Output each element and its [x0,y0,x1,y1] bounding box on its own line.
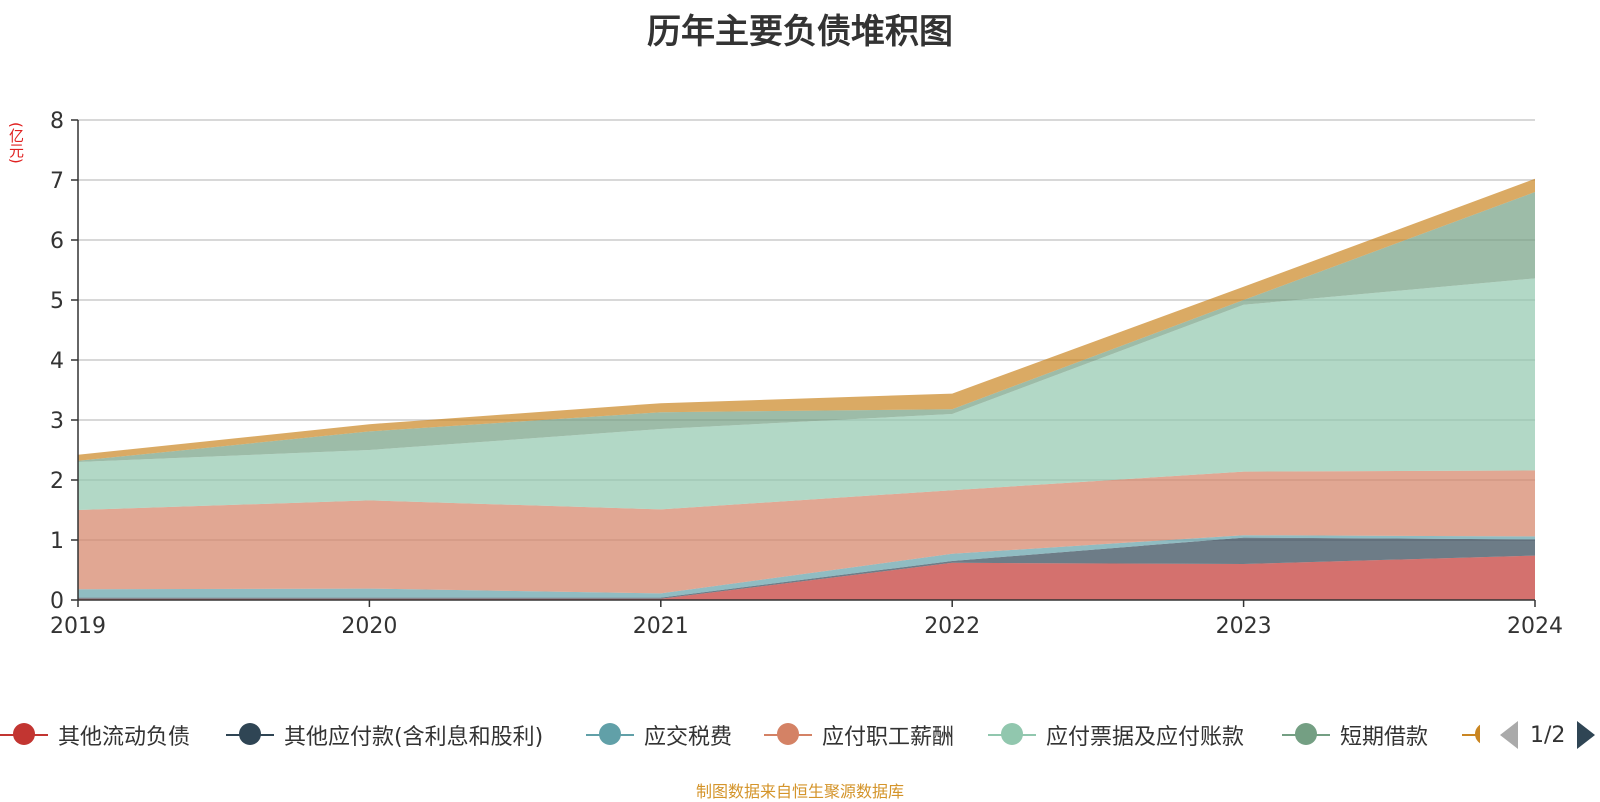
x-tick-label: 2021 [633,614,689,639]
legend-marker-icon [1462,722,1480,748]
y-axis-unit-label: (亿元) [7,122,25,164]
legend-item-notes-accounts-payable[interactable]: 应付票据及应付账款 [988,718,1244,752]
legend-item-payroll-payable[interactable]: 应付职工薪酬 [764,718,954,752]
area-series-3 [78,470,1535,594]
y-tick-label: 8 [50,109,64,134]
legend-item-other-payables[interactable]: 其他应付款(含利息和股利) [226,718,543,752]
chart-title: 历年主要负债堆积图 [647,12,953,52]
legend-item-taxes-payable[interactable]: 应交税费 [586,718,732,752]
legend-item-truncated[interactable] [1462,718,1480,752]
legend-item-label: 短期借款 [1340,725,1429,750]
area-series-4 [78,278,1535,510]
y-tick-label: 0 [50,589,64,614]
legend: 其他流动负债 其他应付款(含利息和股利) 应交税费 应付职工薪酬 应付票据及应付… [0,718,1600,752]
x-tick-label: 2024 [1507,614,1563,639]
y-tick-label: 7 [50,169,64,194]
y-tick-label: 6 [50,229,64,254]
area-series-1 [78,537,1535,599]
legend-marker-icon [0,722,48,748]
legend-marker-icon [586,722,634,748]
area-series-2 [78,535,1535,598]
stacked-area-chart: 0 1 2 3 4 5 6 7 8 2019 2020 2021 2022 2023 2024 [50,109,1563,639]
axes: 0 1 2 3 4 5 6 7 8 2019 2020 2021 2022 2023 2024 [50,109,1563,639]
legend-marker-icon [226,722,274,748]
legend-marker-icon [1282,722,1330,748]
legend-item-label: 其他应付款(含利息和股利) [284,725,544,750]
legend-marker-icon [988,722,1036,748]
previous-page-icon[interactable] [1500,721,1518,749]
y-tick-label: 1 [50,529,64,554]
legend-item-label: 应付职工薪酬 [822,725,955,750]
data-source-note: 制图数据来自恒生聚源数据库 [695,782,904,801]
legend-item-label: 应交税费 [644,725,733,750]
y-tick-label: 2 [50,469,64,494]
x-tick-label: 2020 [341,614,397,639]
legend-marker-icon [764,722,812,748]
legend-pager: 1/2 [1500,718,1596,752]
legend-item-label: 其他流动负债 [58,725,191,750]
legend-item-label: 应付票据及应付账款 [1046,725,1245,750]
area-series-layer [78,178,1535,600]
legend-page-indicator: 1/2 [1530,722,1566,748]
x-tick-label: 2022 [924,614,980,639]
area-series-0 [78,555,1535,600]
next-page-icon[interactable] [1577,721,1596,749]
x-tick-label: 2019 [50,614,106,639]
area-series-6 [78,178,1535,461]
legend-item-other-current-liabilities[interactable]: 其他流动负债 [0,718,190,752]
y-tick-label: 3 [50,409,64,434]
y-tick-label: 5 [50,289,64,314]
legend-item-short-term-loans[interactable]: 短期借款 [1282,718,1428,752]
y-tick-label: 4 [50,349,64,374]
x-tick-label: 2023 [1216,614,1272,639]
